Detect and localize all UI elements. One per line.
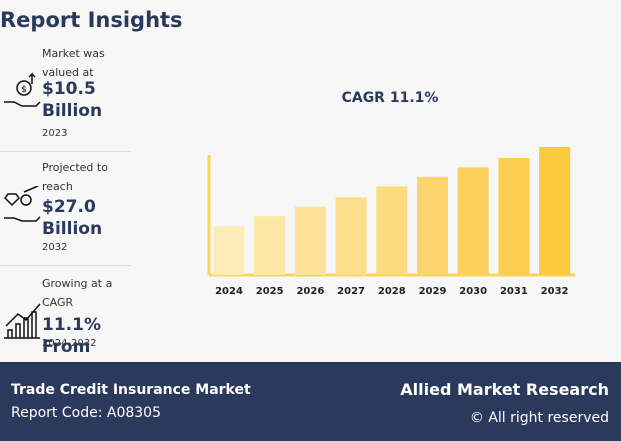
rights: © All right reserved [469,410,609,426]
chart: CAGR 11.1% 2024 2025 2026 2027 2028 2029 2030 2… [207,90,575,297]
report-name: Trade Credit Insurance Market [11,382,251,398]
x-tick-label: 2031 [500,286,528,297]
insight-value: $27.0 Billion [42,197,103,239]
bar [457,167,489,275]
x-tick-label: 2029 [419,286,447,297]
svg-text:$: $ [21,85,27,95]
insight: $ Market was valued at $10.5 Billion 202… [0,38,131,152]
x-tick-label: 2032 [541,286,569,297]
insight: Growing at a CAGR 11.1% From 2024-2032 [0,268,131,361]
bar [213,226,245,275]
bar [498,157,530,275]
x-tick-label: 2030 [459,286,487,297]
x-tick-label: 2026 [296,286,324,297]
insight-label: Market was valued at [42,47,105,79]
x-tick-label: 2028 [378,286,406,297]
bar [335,197,367,275]
bar-growth-icon [4,303,41,339]
x-tick-label: 2025 [256,286,284,297]
bar [417,176,448,275]
bar [376,186,408,275]
insight-label: Growing at a CAGR [42,277,113,309]
page-title: Report Insights [0,8,183,32]
insight-note: 2024-2032 [42,338,97,349]
growth-icon [4,186,41,222]
footer: Trade Credit Insurance Market Report Cod… [0,362,621,441]
insight-value: 11.1% From [42,315,101,357]
report-code: Report Code: A08305 [11,405,161,421]
insight: Projected to reach $27.0 Billion 2032 [0,152,131,266]
insight-note: 2023 [42,128,68,139]
insight-value: $10.5 Billion [42,79,103,121]
brand: Allied Market Research [400,380,609,399]
bar [294,206,326,275]
insight-label: Projected to reach [42,161,108,193]
insight-note: 2032 [42,242,68,253]
money-hand-icon: $ [4,72,41,107]
bar [254,216,286,275]
bar [539,147,571,275]
chart-title: CAGR 11.1% [342,90,439,106]
x-tick-label: 2027 [337,286,365,297]
x-tick-label: 2024 [215,286,243,297]
